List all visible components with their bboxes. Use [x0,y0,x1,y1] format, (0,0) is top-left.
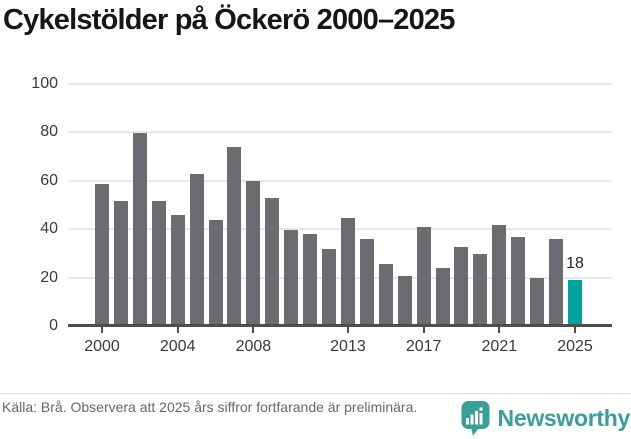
plot-area: 0 20 40 60 80 100 2000 2004 2008 2013 2017 2021 2025… [31,75,612,355]
y-axis-label: 0 [49,317,58,334]
y-gridline [68,131,612,134]
y-gridline [68,83,612,85]
x-axis-label: 2025 [557,338,593,355]
source-note: Källa: Brå. Observera att 2025 års siffr… [2,399,418,415]
bar [473,253,488,324]
y-axis-label: 40 [40,220,58,238]
y-axis-label: 60 [40,171,58,189]
bar [322,248,337,324]
bar [303,234,318,324]
x-axis-label: 2021 [481,338,518,355]
x-axis-label: 2017 [405,338,442,355]
newsworthy-wordmark: Newsworthy [497,405,631,431]
bar [151,200,166,324]
bar [530,278,545,324]
x-axis-tick [252,327,255,333]
bar [189,173,204,324]
y-gridline [68,228,612,231]
bar [95,183,109,324]
chart-title: Cykelstölder på Öckerö 2000–2025 [3,4,455,36]
y-gridline [68,179,612,182]
x-axis-tick [574,327,576,333]
newsworthy-logo: Newsworthy [461,401,630,436]
bar [397,275,412,324]
newsworthy-bubble-chart-icon [461,401,490,436]
bar [227,147,242,324]
x-axis-line [68,324,612,327]
bar-value-label: 18 [566,255,584,273]
y-gridline [68,276,612,279]
y-axis-label: 80 [40,123,58,141]
bar [492,224,507,324]
bar [284,229,299,324]
x-axis-tick [346,327,349,333]
x-axis-tick [176,327,179,333]
bar [511,236,526,324]
bar [265,198,280,324]
bar [113,200,128,324]
x-axis-label: 2000 [84,338,120,355]
footer: Källa: Brå. Observera att 2025 års siffr… [0,393,631,439]
x-axis-tick [101,327,103,333]
bar [549,239,564,324]
y-axis-label: 100 [31,75,58,92]
bar [246,181,261,324]
bar [454,246,469,324]
x-axis-label: 2004 [159,338,196,355]
bar [132,132,147,324]
bar-highlighted [568,280,582,324]
bar [340,217,355,324]
x-axis-tick [498,327,501,333]
x-axis-label: 2013 [330,338,366,355]
bar [378,263,393,324]
x-axis-tick [422,327,425,333]
bar [359,239,374,324]
x-axis-label: 2008 [235,338,272,355]
bar [170,215,185,324]
bar [435,268,450,324]
bar [416,227,431,324]
y-axis-label: 20 [40,268,58,286]
bar [208,219,223,324]
